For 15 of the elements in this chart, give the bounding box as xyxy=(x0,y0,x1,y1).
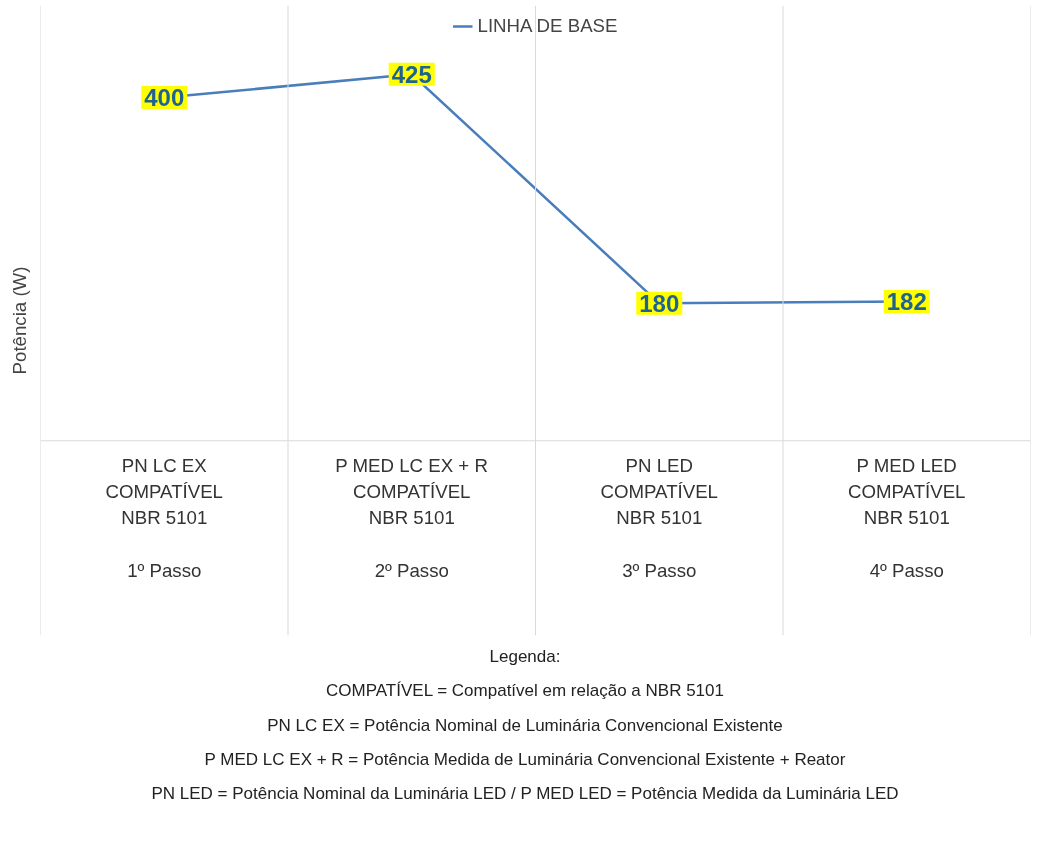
legend-label: LINHA DE BASE xyxy=(477,15,618,37)
category-label: P MED LED COMPATÍVEL NBR 5101 4º Passo xyxy=(848,454,966,581)
category-label: P MED LC EX + R COMPATÍVEL NBR 5101 2º Passo xyxy=(335,454,488,581)
category-label: PN LED COMPATÍVEL NBR 5101 3º Passo xyxy=(600,454,719,581)
data-label: 180 xyxy=(639,289,680,317)
text: P MED LC EX + R = Potência Medida de Luminária Convencional Existente + Reator xyxy=(204,748,846,771)
data-label: 182 xyxy=(886,287,927,315)
text: Legenda: xyxy=(489,646,561,668)
text: PN LED = Potência Nominal da Luminária LED / P MED LED = Potência Medida da Luminária LED xyxy=(151,783,899,806)
text: PN LC EX = Potência Nominal de Luminária Convencional Existente xyxy=(267,714,783,737)
text: COMPATÍVEL = Compatível em relação a NBR 5101 xyxy=(326,680,724,703)
data-label: 400 xyxy=(144,84,185,112)
y-axis-title: Potência (W) xyxy=(8,266,30,375)
data-label: 425 xyxy=(391,60,432,88)
category-label: PN LC EX COMPATÍVEL NBR 5101 1º Passo xyxy=(105,454,224,581)
